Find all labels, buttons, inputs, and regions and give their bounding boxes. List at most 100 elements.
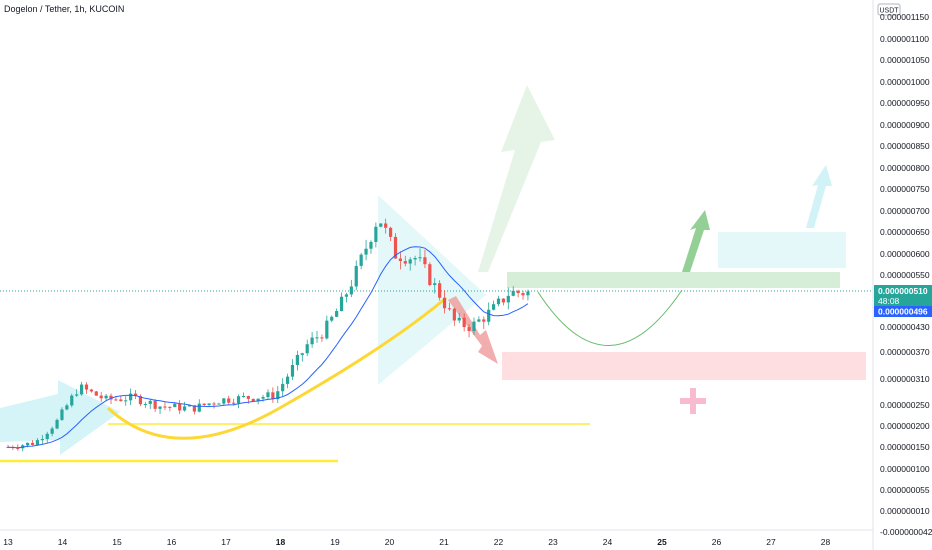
candle-body (109, 395, 113, 400)
y-tick-label: 0.000000430 (880, 322, 930, 332)
x-tick-label: 22 (494, 537, 504, 547)
candle-body (344, 294, 349, 297)
candle-body (124, 400, 128, 402)
candle-body (104, 395, 108, 399)
candles (6, 218, 530, 452)
candle-body (501, 298, 506, 303)
y-axis-ticks: 0.000001150 0.000001100 0.000001050 0.00000… (880, 12, 932, 537)
candle-body (457, 317, 461, 321)
x-tick-label: 17 (221, 537, 231, 547)
y-tick-label: 0.000000150 (880, 442, 930, 452)
candle-body (325, 320, 329, 339)
ma-price-label: 0.000000496 (878, 307, 928, 317)
candle-body (129, 393, 133, 401)
currency-label: USDT (879, 8, 899, 15)
candle-body (168, 406, 172, 408)
candle-body (359, 254, 363, 266)
candle-body (330, 316, 334, 321)
x-tick-label: 15 (112, 537, 122, 547)
candle-body (192, 405, 196, 412)
candle-body (506, 295, 510, 303)
y-tick-label: 0.000000010 (880, 506, 930, 516)
ma-price-tag: 0.000000496 (874, 306, 932, 317)
y-tick-label: 0.000000650 (880, 227, 930, 237)
candle-body (487, 309, 491, 322)
y-tick-label: 0.000000550 (880, 270, 930, 280)
target-zone (718, 232, 846, 268)
x-tick-label: 24 (603, 537, 613, 547)
candle-body (438, 283, 442, 298)
candle-body (70, 395, 74, 406)
cross-mark-v (690, 388, 696, 414)
y-tick-label: 0.000000850 (880, 141, 930, 151)
candle-body (212, 403, 216, 405)
candle-body (428, 264, 432, 286)
candle-body (423, 257, 427, 265)
candle-body (300, 353, 304, 355)
y-tick-label: 0.000000750 (880, 184, 930, 194)
candle-body (94, 391, 98, 396)
candle-body (30, 442, 35, 445)
candle-body (496, 298, 501, 305)
candle-body (349, 286, 353, 295)
y-tick-label: 0.000001150 (880, 12, 929, 22)
candle-body (442, 297, 447, 309)
x-tick-label: 20 (385, 537, 395, 547)
y-tick-label: 0.000000100 (880, 464, 930, 474)
chart-title: Dogelon / Tether, 1h, KUCOIN (4, 4, 125, 14)
candle-body (526, 291, 530, 296)
x-tick-label: 16 (167, 537, 177, 547)
candle-body (148, 400, 152, 404)
support-zone (502, 352, 866, 380)
candle-body (256, 398, 260, 402)
candle-body (173, 403, 177, 408)
support-curve (106, 296, 447, 440)
candle-body (182, 406, 187, 411)
cup-curve (537, 289, 683, 346)
candle-body (187, 405, 192, 407)
candle-body (65, 405, 69, 410)
drawing-annotations (0, 85, 873, 463)
candle-body (472, 321, 476, 332)
candle-body (315, 337, 319, 339)
triangle-pattern-shape (378, 195, 486, 385)
candle-body (178, 403, 182, 411)
candle-body (114, 399, 118, 401)
candle-body (266, 392, 270, 398)
y-tick-label: 0.000001000 (880, 77, 930, 87)
candle-body (241, 396, 246, 398)
x-tick-label: 26 (712, 537, 722, 547)
y-tick-label: 0.000000055 (880, 485, 930, 495)
x-tick-label: 21 (439, 537, 449, 547)
y-tick-label: 0.000001050 (880, 55, 930, 65)
candle-body (482, 319, 486, 322)
target-arrow-light-shape (806, 165, 832, 228)
candle-body (45, 433, 49, 439)
last-price-label: 0.000000510 (878, 286, 928, 296)
candle-body (16, 447, 20, 449)
candle-body (276, 391, 280, 400)
candle-body (403, 261, 407, 264)
candle-body (369, 241, 373, 249)
candle-body (521, 293, 525, 296)
candle-body (511, 290, 515, 296)
candle-body (281, 383, 285, 392)
candle-body (388, 227, 393, 237)
x-tick-label: 27 (766, 537, 776, 547)
candle-body (119, 399, 123, 402)
moving-average-line (7, 246, 529, 449)
candle-body (232, 402, 236, 404)
candle-body (75, 394, 79, 396)
candle-body (79, 384, 84, 395)
candle-body (153, 400, 157, 409)
y-tick-label: 0.000000200 (880, 421, 930, 431)
candle-body (379, 223, 383, 227)
candle-body (477, 319, 481, 322)
candle-body (354, 265, 358, 287)
bullish-arrow-shape (0, 380, 120, 455)
candle-body (393, 236, 398, 259)
candle-body (374, 226, 378, 242)
candle-body (320, 337, 324, 339)
candle-body (447, 308, 452, 310)
